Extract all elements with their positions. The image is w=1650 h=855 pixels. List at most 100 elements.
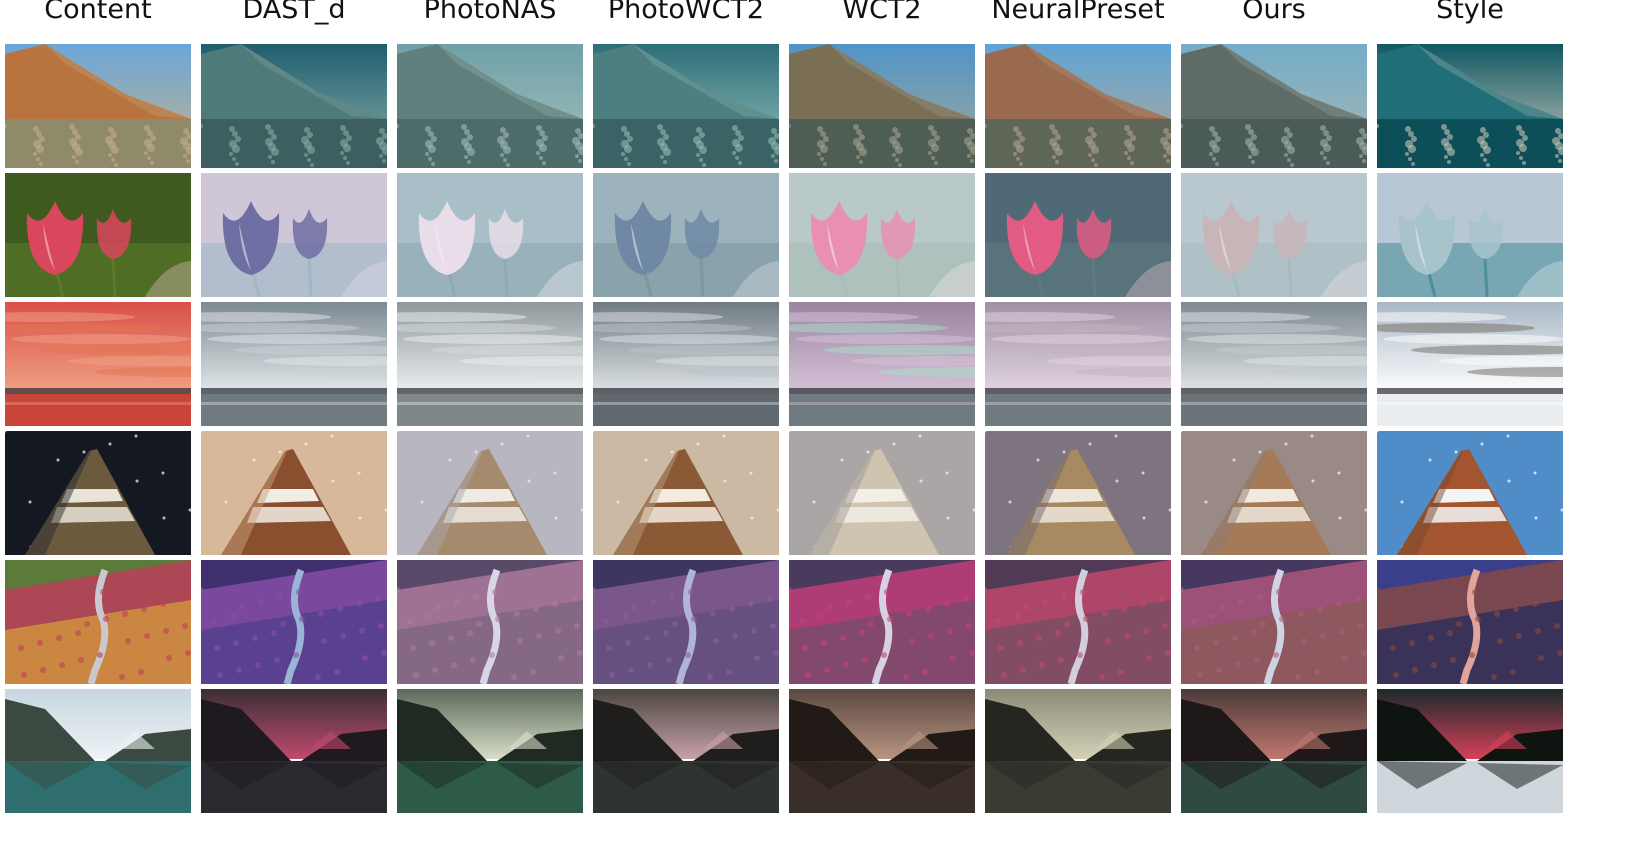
desert-mountain-neuralpreset-picture [985,44,1171,168]
desert-mountain-dast-d-image [201,44,387,168]
tower-night-style-picture [1377,431,1563,555]
valley-river-neuralpreset-picture [985,560,1171,684]
tower-night-wct2-image [789,431,975,555]
column-label-photowct2: PhotoWCT2 [593,0,779,25]
sunset-sea-photonas-image [397,302,583,426]
tulips-photowct2-image [593,173,779,297]
sunset-sea-ours-image [1181,302,1367,426]
mountain-lake-photowct2-picture [593,689,779,813]
valley-river-photonas-image [397,560,583,684]
tulips-neuralpreset-image [985,173,1171,297]
mountain-lake-style-image [1377,689,1563,813]
desert-mountain-ours-image [1181,44,1367,168]
mountain-lake-content-image [5,689,191,813]
tower-night-photowct2-image [593,431,779,555]
tulips-dast-d-image [201,173,387,297]
desert-mountain-photowct2-image [593,44,779,168]
tulips-photowct2-picture [593,173,779,297]
tulips-style-image [1377,173,1563,297]
desert-mountain-content-picture [5,44,191,168]
mountain-lake-style-picture [1377,689,1563,813]
mountain-lake-ours-picture [1181,689,1367,813]
desert-mountain-content-image [5,44,191,168]
desert-mountain-dast-d-picture [201,44,387,168]
tulips-neuralpreset-picture [985,173,1171,297]
tower-night-content-image [5,431,191,555]
tulips-photonas-picture [397,173,583,297]
tower-night-ours-picture [1181,431,1367,555]
tower-night-dast-d-image [201,431,387,555]
tulips-wct2-picture [789,173,975,297]
mountain-lake-dast-d-picture [201,689,387,813]
column-label-wct2: WCT2 [789,0,975,25]
valley-river-content-image [5,560,191,684]
column-label-neuralpreset: NeuralPreset [985,0,1171,25]
valley-river-photowct2-picture [593,560,779,684]
column-label-dast-d: DAST_d [201,0,387,25]
valley-river-content-picture [5,560,191,684]
mountain-lake-neuralpreset-image [985,689,1171,813]
sunset-sea-content-picture [5,302,191,426]
valley-river-photonas-picture [397,560,583,684]
column-label-style: Style [1377,0,1563,25]
sunset-sea-style-picture [1377,302,1563,426]
mountain-lake-photonas-image [397,689,583,813]
desert-mountain-ours-picture [1181,44,1367,168]
valley-river-dast-d-picture [201,560,387,684]
desert-mountain-neuralpreset-image [985,44,1171,168]
column-header-row: Content DAST_d PhotoNAS PhotoWCT2 WCT2 Neural… [0,0,1650,40]
valley-river-wct2-picture [789,560,975,684]
desert-mountain-wct2-picture [789,44,975,168]
sunset-sea-neuralpreset-image [985,302,1171,426]
desert-mountain-wct2-image [789,44,975,168]
sunset-sea-dast-d-image [201,302,387,426]
mountain-lake-content-picture [5,689,191,813]
desert-mountain-style-picture [1377,44,1563,168]
valley-river-photowct2-image [593,560,779,684]
sunset-sea-content-image [5,302,191,426]
tower-night-ours-image [1181,431,1367,555]
sunset-sea-photowct2-image [593,302,779,426]
tower-night-photowct2-picture [593,431,779,555]
valley-river-ours-picture [1181,560,1367,684]
sunset-sea-style-image [1377,302,1563,426]
tower-night-content-picture [5,431,191,555]
mountain-lake-neuralpreset-picture [985,689,1171,813]
column-label-photonas: PhotoNAS [397,0,583,25]
tulips-ours-image [1181,173,1367,297]
tulips-ours-picture [1181,173,1367,297]
desert-mountain-photonas-image [397,44,583,168]
tulips-style-picture [1377,173,1563,297]
mountain-lake-wct2-image [789,689,975,813]
tulips-photonas-image [397,173,583,297]
sunset-sea-neuralpreset-picture [985,302,1171,426]
valley-river-dast-d-image [201,560,387,684]
sunset-sea-ours-picture [1181,302,1367,426]
sunset-sea-photowct2-picture [593,302,779,426]
valley-river-neuralpreset-image [985,560,1171,684]
valley-river-wct2-image [789,560,975,684]
tulips-content-image [5,173,191,297]
sunset-sea-wct2-picture [789,302,975,426]
tower-night-style-image [1377,431,1563,555]
valley-river-style-image [1377,560,1563,684]
desert-mountain-photonas-picture [397,44,583,168]
tower-night-neuralpreset-image [985,431,1171,555]
mountain-lake-photonas-picture [397,689,583,813]
tower-night-wct2-picture [789,431,975,555]
desert-mountain-photowct2-picture [593,44,779,168]
mountain-lake-photowct2-image [593,689,779,813]
valley-river-ours-image [1181,560,1367,684]
tower-night-photonas-image [397,431,583,555]
tower-night-neuralpreset-picture [985,431,1171,555]
valley-river-style-picture [1377,560,1563,684]
mountain-lake-wct2-picture [789,689,975,813]
sunset-sea-wct2-image [789,302,975,426]
tulips-content-picture [5,173,191,297]
tulips-wct2-image [789,173,975,297]
column-label-content: Content [5,0,191,25]
sunset-sea-dast-d-picture [201,302,387,426]
mountain-lake-dast-d-image [201,689,387,813]
mountain-lake-ours-image [1181,689,1367,813]
tower-night-dast-d-picture [201,431,387,555]
